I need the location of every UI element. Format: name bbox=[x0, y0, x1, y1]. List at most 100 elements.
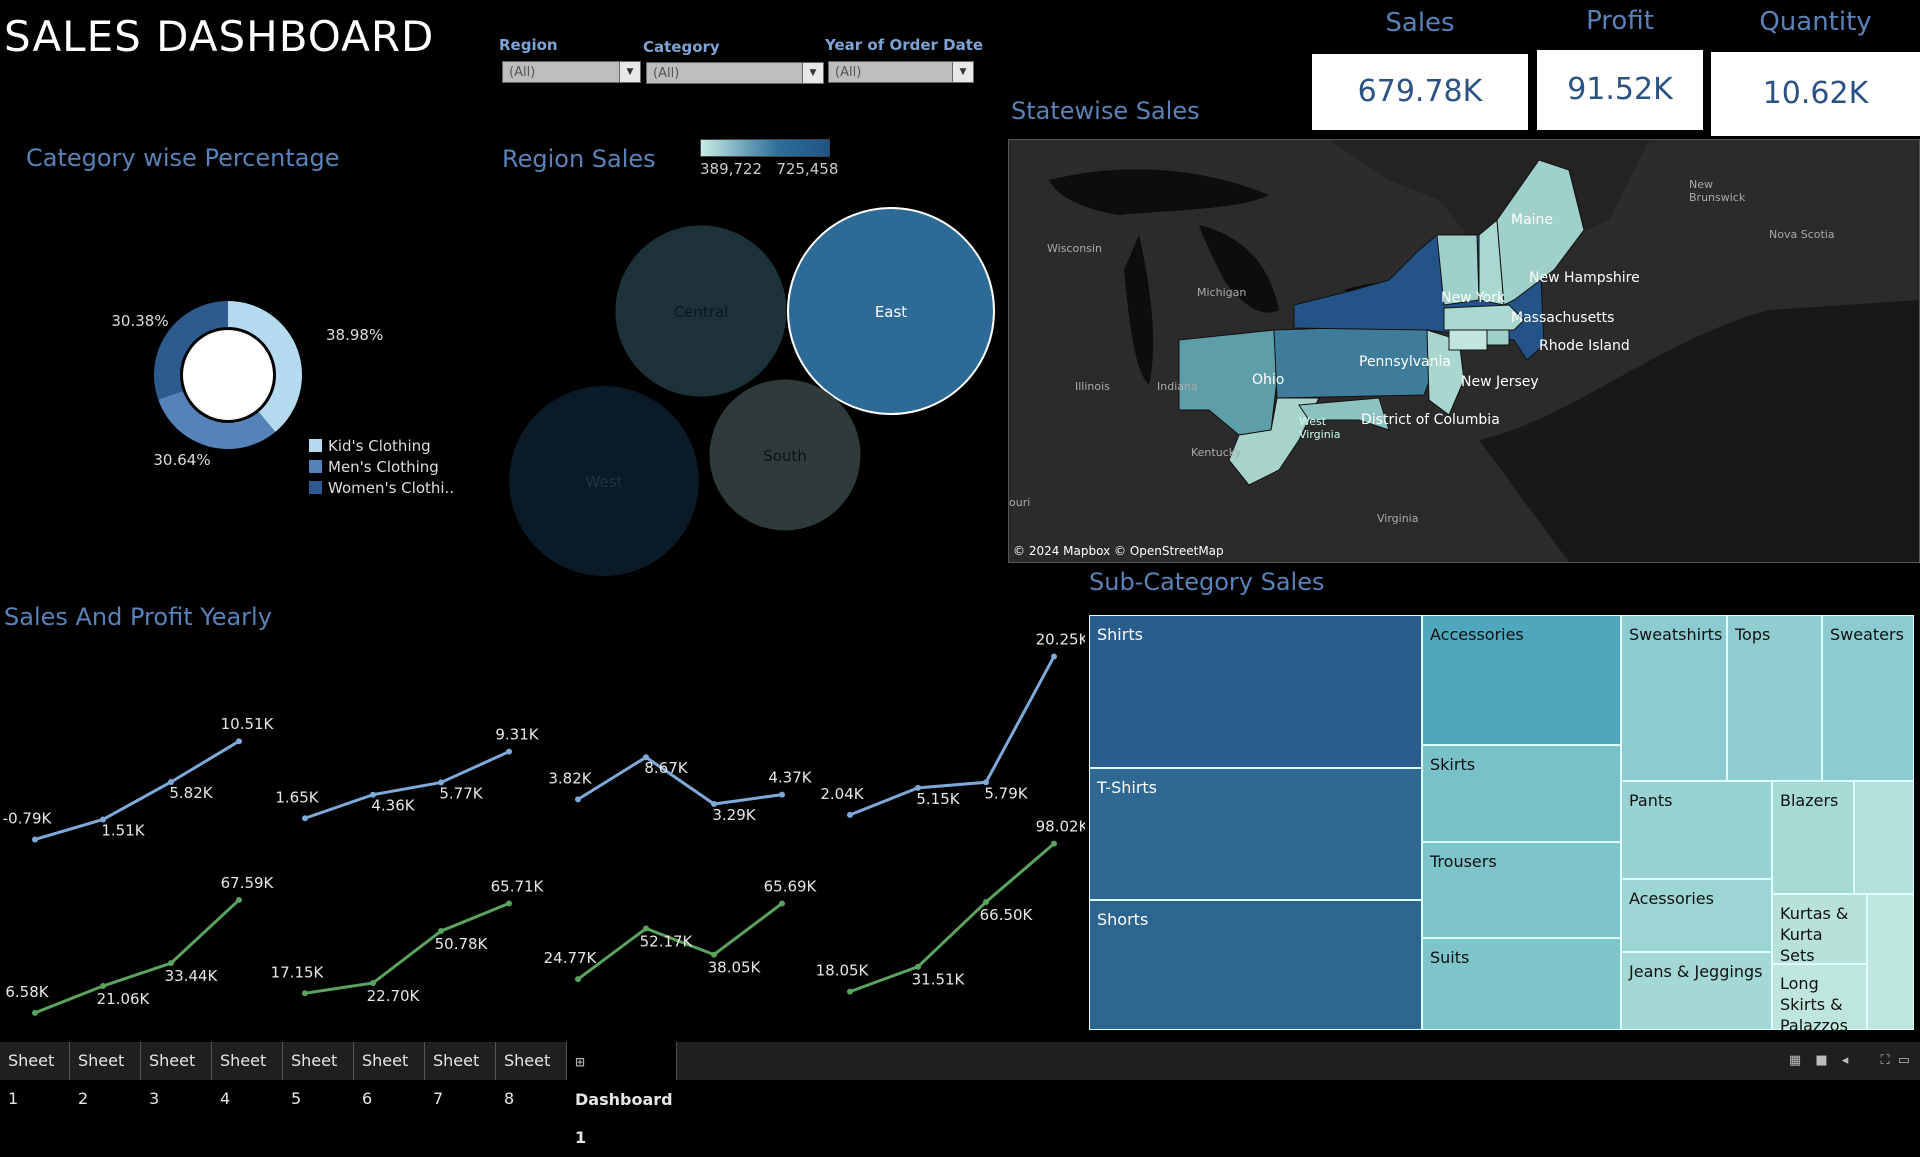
tab-sheet-2[interactable]: Sheet 2 bbox=[70, 1042, 141, 1108]
line-point[interactable] bbox=[370, 791, 376, 798]
state-maine[interactable] bbox=[1496, 159, 1585, 306]
line-point[interactable] bbox=[1051, 653, 1057, 660]
bubble-west[interactable] bbox=[509, 386, 699, 576]
line-point[interactable] bbox=[506, 748, 512, 755]
line-profit[interactable] bbox=[304, 750, 510, 820]
line-point[interactable] bbox=[168, 960, 174, 967]
line-point[interactable] bbox=[302, 990, 308, 997]
legend-item-mens[interactable]: Men's Clothing bbox=[309, 457, 454, 478]
tab-sheet-6[interactable]: Sheet 6 bbox=[354, 1042, 425, 1108]
line-sales[interactable] bbox=[849, 842, 1055, 994]
state-massachusetts[interactable] bbox=[1443, 304, 1525, 331]
tab-dashboard-1[interactable]: ⊞ Dashboard 1 bbox=[567, 1042, 677, 1147]
kpi-profit: Profit bbox=[1537, 6, 1703, 36]
donut-slice[interactable] bbox=[154, 301, 228, 400]
line-point[interactable] bbox=[779, 900, 785, 907]
line-point[interactable] bbox=[32, 836, 38, 843]
line-point[interactable] bbox=[302, 815, 308, 822]
treemap-cell-tshirts[interactable]: T-Shirts bbox=[1089, 768, 1422, 900]
treemap-cell-skirts[interactable]: Skirts bbox=[1422, 745, 1621, 842]
treemap-cell-shorts[interactable]: Shorts bbox=[1089, 900, 1422, 1030]
line-point[interactable] bbox=[575, 796, 581, 803]
line-profit[interactable] bbox=[34, 739, 240, 841]
statewise-map[interactable]: Maine New Hampshire New York Massachuset… bbox=[1008, 139, 1920, 563]
category-filter-dropdown[interactable]: (All) ▼ bbox=[646, 62, 824, 84]
treemap-cell-pants[interactable]: Pants bbox=[1621, 781, 1772, 879]
line-point[interactable] bbox=[236, 738, 242, 745]
line-point[interactable] bbox=[100, 816, 106, 823]
donut-slice[interactable] bbox=[228, 301, 303, 432]
tab-sheet-1[interactable]: Sheet 1 bbox=[0, 1042, 70, 1108]
treemap-cell-sweatshirts[interactable]: Sweatshirts bbox=[1621, 615, 1727, 781]
map-attribution[interactable]: © 2024 Mapbox © OpenStreetMap bbox=[1013, 544, 1224, 558]
presentation-icon[interactable]: ▭ bbox=[1897, 1053, 1910, 1068]
square-icon[interactable]: ■ bbox=[1815, 1053, 1828, 1068]
legend-item-womens[interactable]: Women's Clothi.. bbox=[309, 478, 454, 499]
treemap-cell-accessories[interactable]: Accessories bbox=[1422, 615, 1621, 745]
line-point[interactable] bbox=[711, 801, 717, 807]
fullscreen-icon[interactable]: ⛶ bbox=[1880, 1053, 1890, 1068]
tab-sheet-4[interactable]: Sheet 4 bbox=[212, 1042, 283, 1108]
state-west-virginia[interactable] bbox=[1228, 397, 1320, 486]
line-point[interactable] bbox=[643, 925, 649, 932]
line-point[interactable] bbox=[779, 791, 785, 798]
line-point[interactable] bbox=[983, 898, 989, 905]
treemap-cell-blazers[interactable]: Blazers bbox=[1772, 781, 1854, 894]
line-point[interactable] bbox=[506, 900, 512, 907]
line-point[interactable] bbox=[575, 976, 581, 983]
line-point[interactable] bbox=[32, 1009, 38, 1016]
line-point[interactable] bbox=[438, 779, 444, 786]
line-point[interactable] bbox=[100, 983, 106, 990]
bubble-central[interactable] bbox=[615, 225, 787, 397]
grid-icon[interactable]: ▦ bbox=[1788, 1053, 1802, 1068]
line-point[interactable] bbox=[168, 779, 174, 785]
year-filter-dropdown[interactable]: (All) ▼ bbox=[828, 61, 974, 83]
treemap-cell-kurtas[interactable]: Kurtas & Kurta Sets bbox=[1772, 894, 1867, 965]
line-point[interactable] bbox=[370, 980, 376, 987]
line-sales[interactable] bbox=[304, 902, 510, 995]
state-connecticut[interactable] bbox=[1448, 329, 1488, 351]
line-point[interactable] bbox=[1051, 840, 1057, 847]
line-point[interactable] bbox=[915, 784, 921, 791]
tab-sheet-3[interactable]: Sheet 3 bbox=[141, 1042, 212, 1108]
bubble-south[interactable] bbox=[709, 379, 861, 531]
line-data-label: 4.37K bbox=[768, 769, 812, 787]
arrow-left-icon[interactable]: ◂ bbox=[1841, 1053, 1849, 1068]
treemap-cell-trousers[interactable]: Trousers bbox=[1422, 842, 1621, 938]
tab-sheet-8[interactable]: Sheet 8 bbox=[496, 1042, 567, 1108]
line-profit[interactable] bbox=[849, 655, 1056, 817]
treemap-cell-shirts[interactable]: Shirts bbox=[1089, 615, 1422, 768]
line-point[interactable] bbox=[915, 963, 921, 970]
treemap-cell-blank[interactable] bbox=[1854, 781, 1914, 894]
line-point[interactable] bbox=[711, 951, 717, 958]
bubble-east[interactable] bbox=[787, 207, 995, 415]
line-point[interactable] bbox=[643, 754, 649, 761]
line-data-label: 2.04K bbox=[820, 785, 864, 803]
treemap-cell-sweaters[interactable]: Sweaters bbox=[1822, 615, 1914, 781]
lake-superior bbox=[1049, 169, 1269, 215]
tab-sheet-5[interactable]: Sheet 5 bbox=[283, 1042, 354, 1108]
line-sales[interactable] bbox=[34, 898, 241, 1015]
treemap-cell-long-skirts[interactable]: Long Skirts & Palazzos bbox=[1772, 964, 1867, 1035]
line-data-label: 65.71K bbox=[491, 877, 545, 895]
line-point[interactable] bbox=[438, 928, 444, 935]
line-data-label: 38.05K bbox=[708, 959, 762, 977]
treemap-cell-blank-2[interactable] bbox=[1867, 894, 1914, 1030]
line-profit[interactable] bbox=[577, 755, 783, 806]
treemap-cell-jeans[interactable]: Jeans & Jeggings bbox=[1621, 952, 1772, 1030]
legend-item-kids[interactable]: Kid's Clothing bbox=[309, 436, 454, 457]
tab-sheet-7[interactable]: Sheet 7 bbox=[425, 1042, 496, 1108]
line-point[interactable] bbox=[847, 988, 853, 995]
treemap-cell-acessories[interactable]: Acessories bbox=[1621, 879, 1772, 952]
line-point[interactable] bbox=[983, 779, 989, 786]
line-data-label: 3.82K bbox=[548, 769, 592, 787]
state-maryland[interactable] bbox=[1298, 397, 1390, 431]
donut-slice[interactable] bbox=[158, 390, 276, 449]
treemap-cell-tops[interactable]: Tops bbox=[1727, 615, 1822, 781]
line-data-label: 8.67K bbox=[644, 759, 688, 777]
treemap-cell-suits[interactable]: Suits bbox=[1422, 938, 1621, 1030]
line-point[interactable] bbox=[847, 811, 853, 818]
region-filter-dropdown[interactable]: (All) ▼ bbox=[502, 61, 641, 83]
line-point[interactable] bbox=[236, 896, 242, 903]
line-sales[interactable] bbox=[577, 902, 783, 981]
